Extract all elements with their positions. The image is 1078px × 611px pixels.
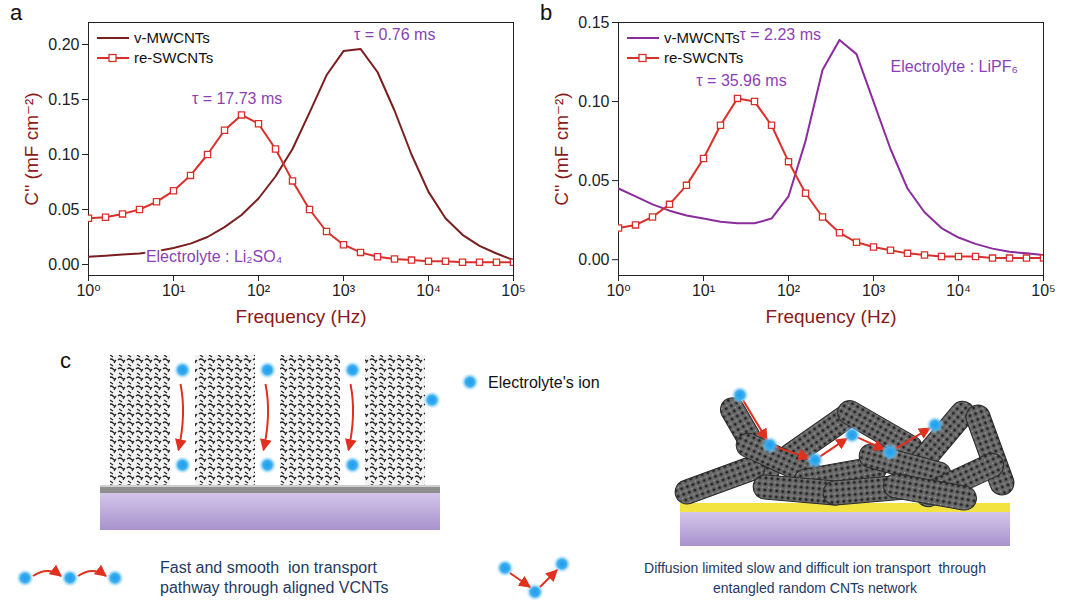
- svg-text:0.00: 0.00: [578, 251, 609, 268]
- svg-text:τ = 17.73 ms: τ = 17.73 ms: [192, 90, 282, 107]
- html-text:b: b: [540, 0, 553, 25]
- svg-text:Electrolyte : LiPF₆: Electrolyte : LiPF₆: [891, 58, 1018, 75]
- svg-text:10⁴: 10⁴: [416, 282, 441, 299]
- svg-text:10⁵: 10⁵: [1031, 282, 1055, 299]
- svg-text:10²: 10²: [247, 282, 271, 299]
- svg-text:Fast and smooth ion transport: Fast and smooth ion transport: [160, 559, 378, 576]
- html-text:re-SWCNTs: re-SWCNTs: [664, 49, 744, 66]
- svg-text:10³: 10³: [332, 282, 356, 299]
- svg-text:C'' (mF cm⁻²): C'' (mF cm⁻²): [551, 92, 572, 205]
- html-text:v-MWCNTs: v-MWCNTs: [134, 29, 210, 46]
- svg-text:0.05: 0.05: [578, 172, 609, 189]
- svg-text:10³: 10³: [862, 282, 886, 299]
- svg-text:0.10: 0.10: [578, 93, 609, 110]
- svg-text:pathway through aligned VCNTs: pathway through aligned VCNTs: [160, 579, 389, 596]
- svg-text:τ = 2.23 ms: τ = 2.23 ms: [740, 26, 821, 43]
- svg-text:0.15: 0.15: [578, 14, 609, 31]
- html-text:re-SWCNTs: re-SWCNTs: [134, 49, 214, 66]
- svg-text:Frequency (Hz): Frequency (Hz): [766, 306, 897, 327]
- svg-text:0.10: 0.10: [48, 146, 79, 163]
- html-text:a: a: [10, 0, 23, 25]
- svg-text:10¹: 10¹: [692, 282, 715, 299]
- svg-text:0.20: 0.20: [48, 36, 79, 53]
- svg-text:0.00: 0.00: [48, 256, 79, 273]
- svg-text:τ = 0.76 ms: τ = 0.76 ms: [354, 26, 435, 43]
- svg-text:10⁴: 10⁴: [946, 282, 971, 299]
- svg-text:10¹: 10¹: [162, 282, 185, 299]
- svg-text:0.15: 0.15: [48, 91, 79, 108]
- svg-text:τ = 35.96 ms: τ = 35.96 ms: [696, 72, 786, 89]
- svg-text:entangled random CNTs network: entangled random CNTs network: [713, 580, 918, 596]
- svg-text:10²: 10²: [777, 282, 801, 299]
- svg-text:Frequency (Hz): Frequency (Hz): [236, 306, 367, 327]
- svg-text:c: c: [60, 348, 71, 373]
- svg-text:10⁵: 10⁵: [501, 282, 525, 299]
- svg-text:0.05: 0.05: [48, 201, 79, 218]
- html-text:v-MWCNTs: v-MWCNTs: [664, 29, 740, 46]
- svg-text:C'' (mF cm⁻²): C'' (mF cm⁻²): [21, 92, 42, 205]
- svg-text:10⁰: 10⁰: [76, 282, 100, 299]
- svg-text:10⁰: 10⁰: [606, 282, 630, 299]
- svg-text:Electrolyte : Li₂SO₄: Electrolyte : Li₂SO₄: [146, 248, 282, 265]
- svg-text:Electrolyte's ion: Electrolyte's ion: [488, 374, 600, 391]
- svg-text:Diffusion limited slow and dif: Diffusion limited slow and difficult ion…: [644, 560, 986, 576]
